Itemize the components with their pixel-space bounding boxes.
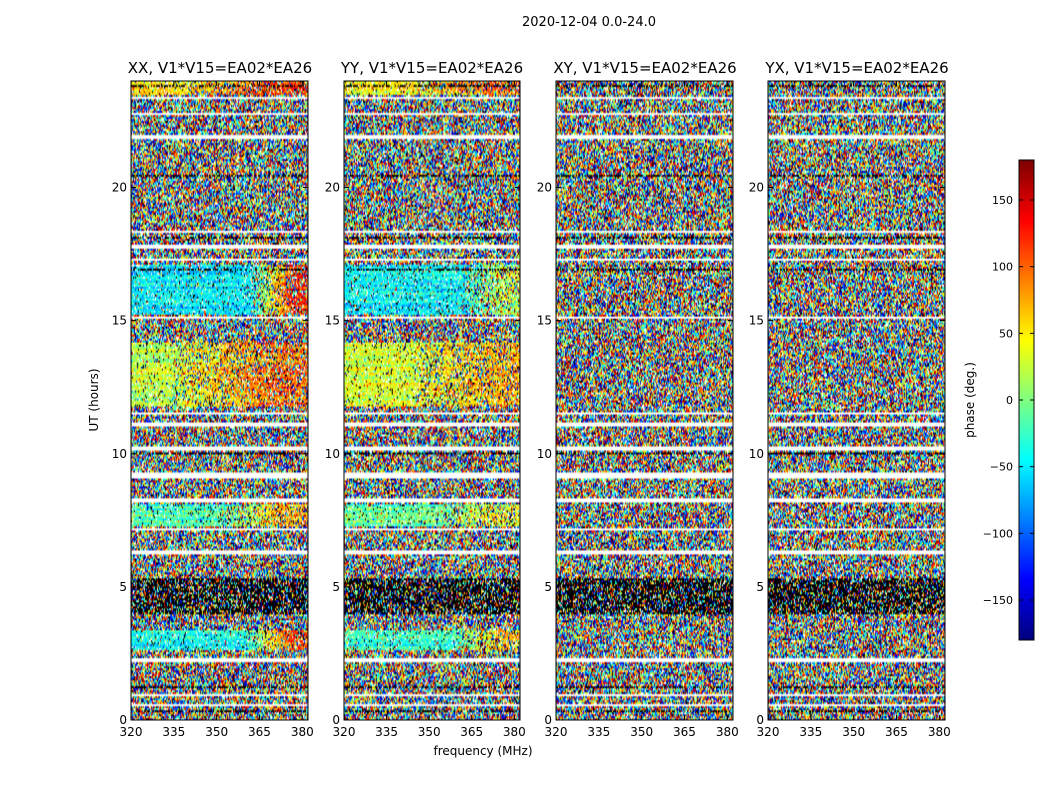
plot-frame [130, 80, 309, 721]
panel-title-yy: YY, V1*V15=EA02*EA26 [340, 59, 523, 77]
y-tick-label: 15 [749, 314, 764, 328]
y-tick-label: 20 [112, 181, 127, 195]
x-tick-label: 380 [928, 725, 951, 739]
x-tick-label: 380 [291, 725, 314, 739]
x-tick-label: 335 [375, 725, 398, 739]
y-tick-label: 15 [112, 314, 127, 328]
colorbar-tick-label: 50 [999, 327, 1013, 340]
x-tick-label: 380 [503, 725, 526, 739]
y-tick-label: 20 [325, 181, 340, 195]
colorbar-tick-label: 150 [992, 194, 1013, 207]
colorbar-gradient [1019, 160, 1034, 640]
y-tick-label: 0 [756, 713, 764, 727]
plot-frame [555, 80, 734, 721]
y-tick-label: 0 [332, 713, 340, 727]
y-tick-label: 5 [332, 580, 340, 594]
y-tick-label: 5 [756, 580, 764, 594]
axes-ticks-xx: 320 335 350 365 380 0 5 10 15 20 [112, 80, 314, 739]
x-tick-label: 365 [460, 725, 483, 739]
y-tick-label: 10 [537, 447, 552, 461]
x-tick-label: 335 [799, 725, 822, 739]
y-tick-label: 0 [119, 713, 127, 727]
colorbar-tick-label: 0 [1006, 394, 1013, 407]
panel-title-xx: XX, V1*V15=EA02*EA26 [128, 59, 312, 77]
colorbar-tick-label: −50 [990, 461, 1013, 474]
y-tick-label: 15 [325, 314, 340, 328]
y-tick-label: 15 [537, 314, 552, 328]
x-tick-label: 365 [885, 725, 908, 739]
panel-yy: YY, V1*V15=EA02*EA26 320 335 350 365 380 0 5 10… [325, 59, 526, 739]
colorbar-tick-label: −100 [983, 527, 1013, 540]
y-tick-label: 10 [325, 447, 340, 461]
y-tick-label: 20 [537, 181, 552, 195]
y-tick-label: 5 [119, 580, 127, 594]
panel-title-xy: XY, V1*V15=EA02*EA26 [553, 59, 736, 77]
x-tick-label: 365 [248, 725, 271, 739]
colorbar-ticks: 150 100 50 0 −50 −100 −150 [983, 159, 1035, 641]
x-tick-label: 320 [333, 725, 356, 739]
y-tick-label: 20 [749, 181, 764, 195]
axes-ticks-yx: 320 335 350 365 380 0 5 10 15 20 [749, 80, 951, 739]
x-tick-label: 320 [545, 725, 568, 739]
x-tick-label: 320 [757, 725, 780, 739]
x-tick-label: 365 [673, 725, 696, 739]
panel-xy: XY, V1*V15=EA02*EA26 320 335 350 365 380 0 5 10… [537, 59, 739, 739]
y-tick-label: 10 [749, 447, 764, 461]
colorbar: 150 100 50 0 −50 −100 −150 phase (deg.) [963, 159, 1035, 641]
panel-xx: XX, V1*V15=EA02*EA26 320 335 350 365 380 0 5 10… [112, 59, 314, 739]
phase-heatmap-xx [131, 81, 308, 720]
phase-heatmap-yx [768, 81, 945, 720]
colorbar-tick-label: −150 [983, 594, 1013, 607]
x-tick-label: 335 [587, 725, 610, 739]
y-tick-label: 0 [544, 713, 552, 727]
x-tick-label: 380 [716, 725, 739, 739]
x-axis-label: frequency (MHz) [433, 744, 532, 758]
phase-heatmap-xy [556, 81, 733, 720]
colorbar-label: phase (deg.) [963, 362, 977, 438]
colorbar-tick-label: 100 [992, 261, 1013, 274]
phase-heatmap-yy [344, 81, 520, 720]
x-tick-label: 320 [120, 725, 143, 739]
x-tick-label: 350 [205, 725, 228, 739]
x-tick-label: 350 [418, 725, 441, 739]
x-tick-label: 350 [630, 725, 653, 739]
y-axis-label: UT (hours) [87, 368, 101, 431]
x-tick-label: 350 [842, 725, 865, 739]
panel-title-yx: YX, V1*V15=EA02*EA26 [764, 59, 948, 77]
axes-ticks-yy: 320 335 350 365 380 0 5 10 15 20 [325, 80, 526, 739]
plot-frame [343, 80, 521, 721]
plot-frame [767, 80, 946, 721]
axes-ticks-xy: 320 335 350 365 380 0 5 10 15 20 [537, 80, 739, 739]
y-tick-label: 5 [544, 580, 552, 594]
panel-yx: YX, V1*V15=EA02*EA26 320 335 350 365 380 0 5 10… [749, 59, 951, 739]
x-tick-label: 335 [162, 725, 185, 739]
y-tick-label: 10 [112, 447, 127, 461]
figure-suptitle: 2020-12-04 0.0-24.0 [522, 15, 656, 30]
